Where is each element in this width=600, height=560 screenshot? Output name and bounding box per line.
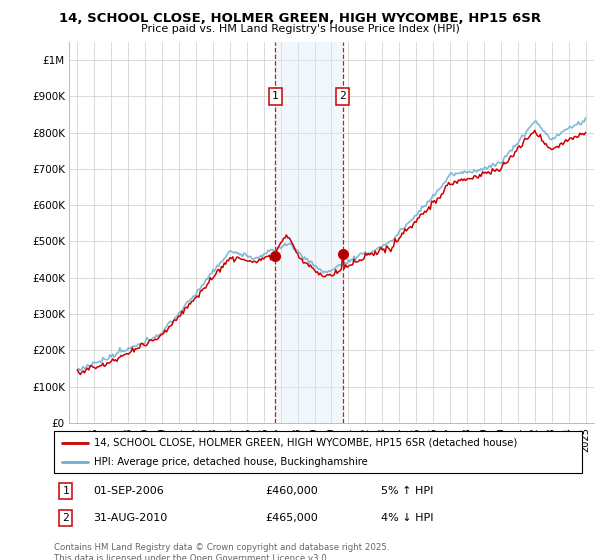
Text: Price paid vs. HM Land Registry's House Price Index (HPI): Price paid vs. HM Land Registry's House … (140, 24, 460, 34)
Text: HPI: Average price, detached house, Buckinghamshire: HPI: Average price, detached house, Buck… (94, 457, 367, 467)
Text: Contains HM Land Registry data © Crown copyright and database right 2025.
This d: Contains HM Land Registry data © Crown c… (54, 543, 389, 560)
Text: 31-AUG-2010: 31-AUG-2010 (94, 514, 168, 523)
Text: 01-SEP-2006: 01-SEP-2006 (94, 486, 164, 496)
Text: 4% ↓ HPI: 4% ↓ HPI (382, 514, 434, 523)
FancyBboxPatch shape (54, 431, 582, 473)
Text: 14, SCHOOL CLOSE, HOLMER GREEN, HIGH WYCOMBE, HP15 6SR (detached house): 14, SCHOOL CLOSE, HOLMER GREEN, HIGH WYC… (94, 437, 517, 447)
Text: 1: 1 (272, 91, 278, 101)
Text: 1: 1 (62, 486, 69, 496)
Text: 2: 2 (62, 514, 69, 523)
Text: £460,000: £460,000 (265, 486, 318, 496)
Text: 2: 2 (340, 91, 346, 101)
Text: 5% ↑ HPI: 5% ↑ HPI (382, 486, 434, 496)
Text: 14, SCHOOL CLOSE, HOLMER GREEN, HIGH WYCOMBE, HP15 6SR: 14, SCHOOL CLOSE, HOLMER GREEN, HIGH WYC… (59, 12, 541, 25)
Bar (275, 42, 343, 423)
Text: £465,000: £465,000 (265, 514, 318, 523)
